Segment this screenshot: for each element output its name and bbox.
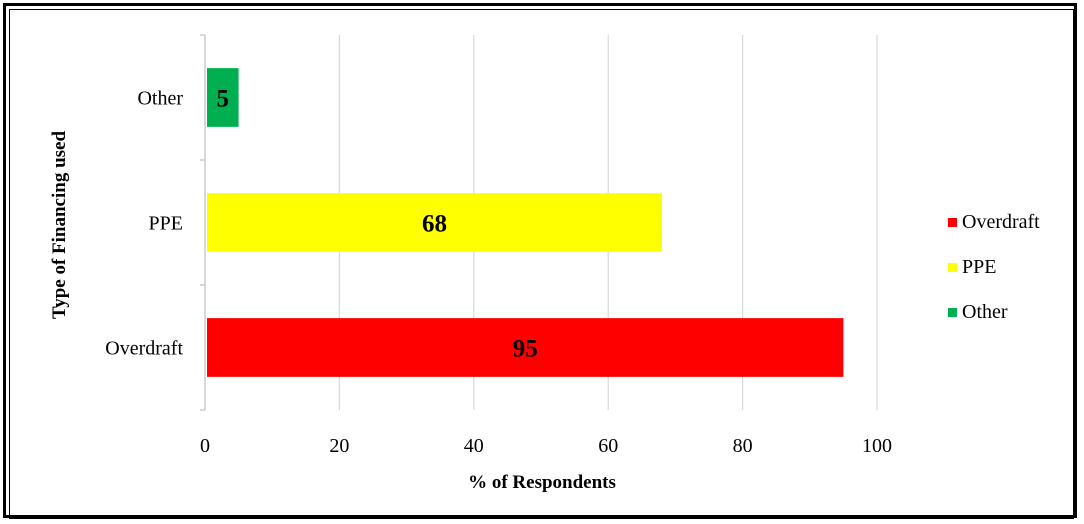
legend-label: PPE (962, 256, 996, 278)
legend-swatch (948, 263, 957, 272)
y-tick-label: Overdraft (105, 338, 183, 360)
x-tick-label: 80 (733, 435, 753, 457)
x-tick-label: 0 (200, 435, 210, 457)
y-axis-title: Type of Financing used (49, 131, 70, 320)
x-tick-label: 100 (862, 435, 892, 457)
data-label: 5 (217, 86, 230, 113)
legend-swatch (948, 308, 957, 317)
bar-ppe (207, 193, 662, 252)
bars (207, 68, 844, 377)
y-tick-label: PPE (149, 213, 183, 235)
x-tick-label: 20 (329, 435, 349, 457)
legend-label: Overdraft (962, 211, 1040, 233)
labels: 95 68 5 (217, 86, 538, 363)
data-label: 68 (422, 211, 447, 238)
bar-other (207, 68, 239, 127)
legend: Overdraft PPE Other (948, 211, 1040, 323)
x-tick-label: 40 (464, 435, 484, 457)
x-axis-title: % of Respondents (468, 472, 616, 493)
outer-border (3, 3, 1077, 518)
legend-label: Other (962, 301, 1008, 323)
inner-border (9, 9, 1074, 519)
bar-overdraft (207, 318, 844, 377)
legend-swatch (948, 218, 957, 227)
axes: 0 20 40 60 80 100 Overdraft PPE Other (105, 34, 892, 457)
y-tick-label: Other (137, 88, 183, 110)
x-tick-label: 60 (598, 435, 618, 457)
data-label: 95 (513, 336, 538, 363)
